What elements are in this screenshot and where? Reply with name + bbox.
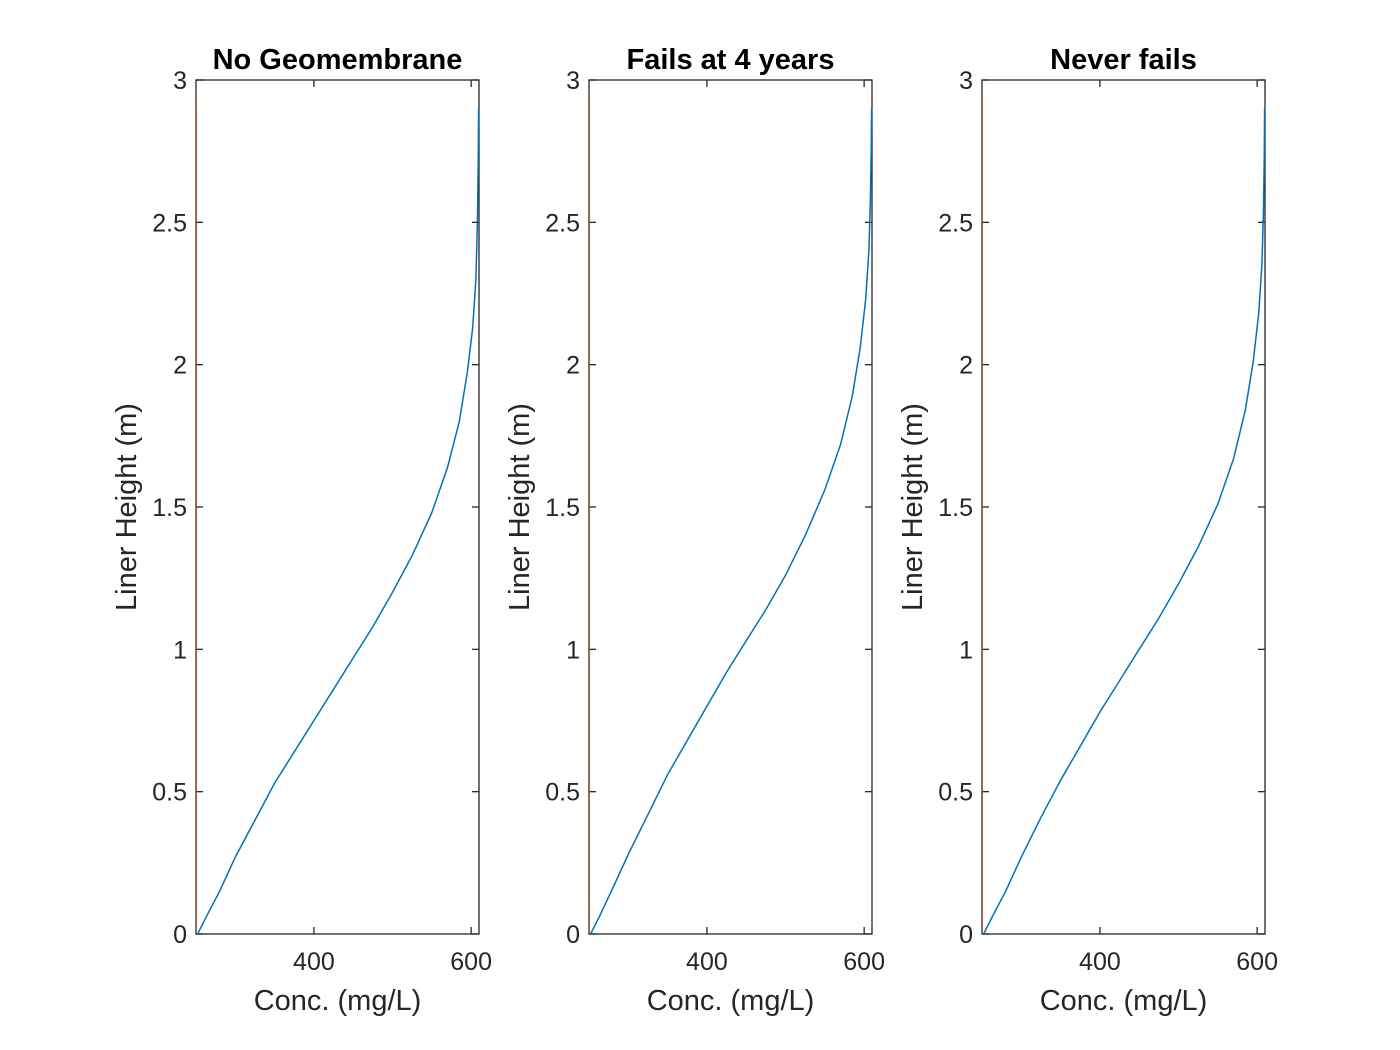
x-axis-label: Conc. (mg/L) <box>1040 985 1208 1017</box>
axes-box <box>588 79 873 935</box>
x-tick-label: 600 <box>450 948 492 976</box>
subplot-grid: 0 0.5 1 1.5 2 2.5 3 400 600 No Geomembrane Conc. (… <box>111 44 1278 1017</box>
subplot-1: 0 0.5 1 1.5 2 2.5 3 400 600 No Geomembrane Conc. (… <box>111 44 492 1017</box>
panel-title: Never fails <box>1050 44 1197 76</box>
subplot-2: 0 0.5 1 1.5 2 2.5 3 400 600 Fails at 4 years Conc.… <box>504 44 885 1017</box>
y-tick-label: 0 <box>173 921 187 949</box>
y-tick-label: 3 <box>173 67 187 95</box>
axes-box <box>195 79 480 935</box>
y-axis-label: Liner Height (m) <box>897 403 929 611</box>
x-tick-label: 400 <box>293 948 335 976</box>
series-line-1 <box>196 108 480 935</box>
y-tick-label: 2 <box>566 352 580 380</box>
x-tick-label: 400 <box>686 948 728 976</box>
y-tick-label: 2.5 <box>545 209 580 237</box>
y-axis-label: Liner Height (m) <box>111 403 143 611</box>
y-tick-label: 2.5 <box>152 209 187 237</box>
y-tick-label: 1 <box>566 636 580 664</box>
panel-title: Fails at 4 years <box>627 44 835 76</box>
y-tick-label: 2 <box>959 352 973 380</box>
y-tick-label: 0 <box>566 921 580 949</box>
subplot-3: 0 0.5 1 1.5 2 2.5 3 400 600 Never fails Conc. (mg/… <box>897 44 1278 1017</box>
x-tick-label: 600 <box>843 948 885 976</box>
series-line-1 <box>589 108 873 935</box>
y-tick-label: 3 <box>959 67 973 95</box>
y-tick-label: 0.5 <box>938 779 973 807</box>
axes-box <box>981 79 1266 935</box>
y-tick-label: 2 <box>173 352 187 380</box>
y-axis-label: Liner Height (m) <box>504 403 536 611</box>
y-tick-label: 1.5 <box>152 494 187 522</box>
y-tick-label: 1.5 <box>545 494 580 522</box>
y-tick-label: 1 <box>959 636 973 664</box>
x-tick-label: 600 <box>1236 948 1278 976</box>
y-tick-label: 0.5 <box>545 779 580 807</box>
y-tick-label: 1.5 <box>938 494 973 522</box>
x-tick-label: 400 <box>1079 948 1121 976</box>
y-tick-label: 1 <box>173 636 187 664</box>
y-tick-label: 3 <box>566 67 580 95</box>
x-axis-label: Conc. (mg/L) <box>254 985 422 1017</box>
y-tick-label: 0.5 <box>152 779 187 807</box>
panel-title: No Geomembrane <box>213 44 463 76</box>
series-line-1 <box>982 108 1266 935</box>
x-axis-label: Conc. (mg/L) <box>647 985 815 1017</box>
y-tick-label: 2.5 <box>938 209 973 237</box>
y-tick-label: 0 <box>959 921 973 949</box>
